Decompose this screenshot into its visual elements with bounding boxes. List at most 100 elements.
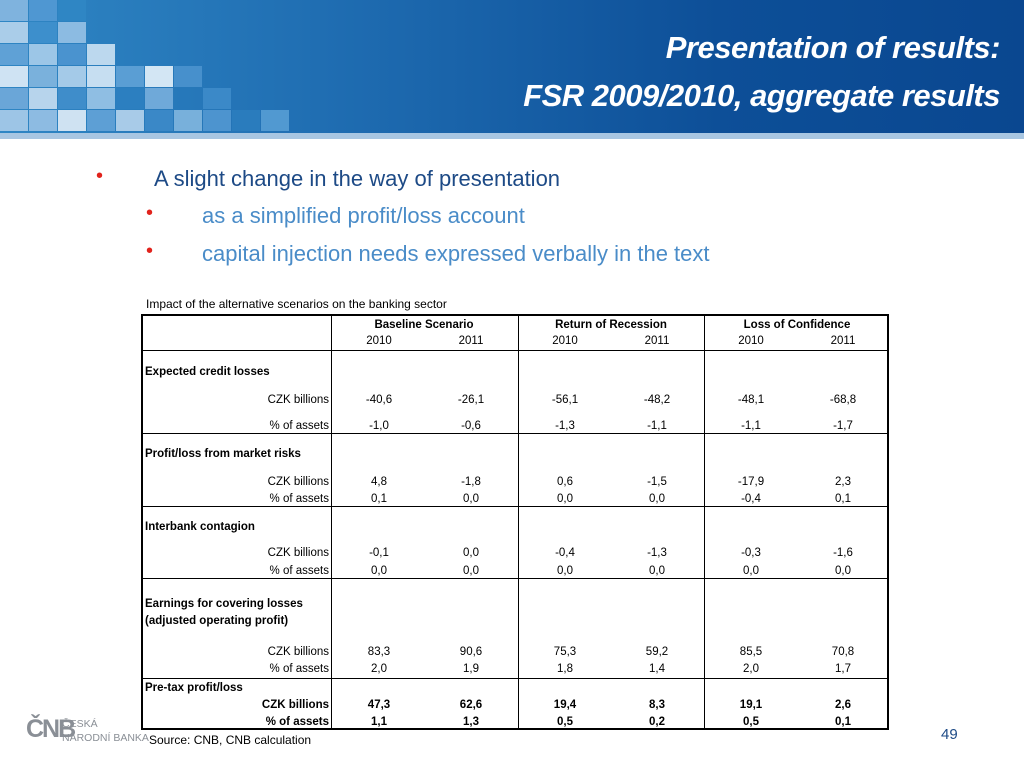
table-cell: 8,3	[649, 699, 665, 711]
bullet-icon: •	[96, 165, 104, 187]
table-cell: 0,0	[463, 493, 479, 505]
year-header: 2010	[552, 335, 578, 347]
bullet-icon: •	[146, 240, 154, 262]
cnb-logo-line2: NÁRODNÍ BANKA	[62, 732, 149, 744]
table-cell: 0,1	[835, 716, 851, 728]
row-label: CZK billions	[261, 699, 329, 711]
table-cell: 2,6	[835, 699, 851, 711]
section-title: Interbank contagion	[145, 521, 255, 533]
table-cell: -1,3	[555, 420, 575, 432]
table-cell: -26,1	[457, 394, 485, 406]
row-label: % of assets	[269, 420, 329, 432]
scenario-header: Return of Recession	[555, 319, 667, 331]
bullet-icon: •	[146, 202, 154, 224]
table-cell: 2,0	[743, 663, 759, 675]
table-cell: -1,1	[741, 420, 761, 432]
table-cell: -1,6	[833, 547, 853, 559]
table-cell: 4,8	[371, 476, 387, 488]
row-label: % of assets	[269, 565, 329, 577]
cnb-logo-line1: ČESKÁ	[62, 718, 98, 730]
table-cell: 0,1	[835, 493, 851, 505]
row-label: % of assets	[269, 663, 329, 675]
table-cell: 0,1	[371, 493, 387, 505]
section-title: Earnings for covering losses	[145, 598, 303, 610]
slide-title: Presentation of results: FSR 2009/2010, …	[523, 24, 1000, 120]
scenario-header: Baseline Scenario	[374, 319, 474, 331]
source-note: Source: CNB, CNB calculation	[149, 733, 312, 747]
table-cell: 47,3	[367, 699, 391, 711]
table-cell: 90,6	[459, 646, 483, 658]
table-cell: 0,0	[835, 565, 851, 577]
table-cell: 1,3	[463, 716, 479, 728]
sub-bullet-text: capital injection needs expressed verbal…	[202, 241, 710, 266]
year-header: 2010	[366, 335, 392, 347]
header-divider	[0, 133, 1024, 139]
row-label: CZK billions	[267, 476, 329, 488]
slide-title-line2: FSR 2009/2010, aggregate results	[523, 78, 1000, 113]
section-title: Profit/loss from market risks	[145, 448, 301, 460]
table-cell: -0,3	[741, 547, 761, 559]
table-cell: 83,3	[367, 646, 391, 658]
scenario-header: Loss of Confidence	[743, 319, 851, 331]
table-cell: 0,5	[557, 716, 573, 728]
table-cell: 1,1	[371, 716, 387, 728]
section-title: Pre-tax profit/loss	[145, 682, 243, 694]
table-cell: 0,6	[557, 476, 573, 488]
table-cell: 19,1	[739, 699, 763, 711]
table-cell: -0,1	[369, 547, 389, 559]
table-col-divider	[331, 316, 332, 728]
table-row-divider	[143, 350, 888, 351]
table-cell: 0,5	[743, 716, 759, 728]
table-cell: -1,7	[833, 420, 853, 432]
results-table	[141, 314, 889, 730]
table-cell: 1,8	[557, 663, 573, 675]
table-cell: 62,6	[459, 699, 483, 711]
table-row-divider	[143, 433, 888, 434]
table-row-divider	[143, 678, 888, 679]
table-cell: 1,9	[463, 663, 479, 675]
sub-bullet-text: as a simplified profit/loss account	[202, 203, 525, 228]
table-cell: 0,0	[649, 493, 665, 505]
header-band: Presentation of results: FSR 2009/2010, …	[0, 0, 1024, 133]
section-title: (adjusted operating profit)	[145, 615, 289, 627]
table-cell: 2,3	[835, 476, 851, 488]
row-label: % of assets	[265, 716, 329, 728]
table-col-divider	[704, 316, 705, 728]
table-cell: -0,4	[555, 547, 575, 559]
table-cell: -1,8	[461, 476, 481, 488]
table-cell: 85,5	[739, 646, 763, 658]
table-row-divider	[143, 506, 888, 507]
row-label: CZK billions	[267, 394, 329, 406]
table-cell: -1,1	[647, 420, 667, 432]
table-cell: 70,8	[831, 646, 855, 658]
table-cell: -0,6	[461, 420, 481, 432]
table-cell: 0,2	[649, 716, 665, 728]
page-number: 49	[941, 726, 958, 743]
year-header: 2011	[830, 335, 856, 347]
table-cell: -48,2	[643, 394, 671, 406]
year-header: 2010	[738, 335, 764, 347]
table-cell: -17,9	[737, 476, 765, 488]
table-cell: -48,1	[737, 394, 765, 406]
table-cell: -56,1	[551, 394, 579, 406]
table-cell: 0,0	[463, 565, 479, 577]
table-cell: -0,4	[741, 493, 761, 505]
table-cell: -1,3	[647, 547, 667, 559]
table-cell: 0,0	[463, 547, 479, 559]
table-cell: 75,3	[553, 646, 577, 658]
section-title: Expected credit losses	[145, 366, 270, 378]
table-cell: 0,0	[557, 493, 573, 505]
table-cell: 19,4	[553, 699, 577, 711]
table-cell: -1,0	[369, 420, 389, 432]
table-cell: -40,6	[365, 394, 393, 406]
table-cell: 59,2	[645, 646, 669, 658]
table-cell: 1,4	[649, 663, 665, 675]
year-header: 2011	[458, 335, 484, 347]
row-label: CZK billions	[267, 646, 329, 658]
table-cell: 0,0	[649, 565, 665, 577]
table-cell: 0,0	[371, 565, 387, 577]
row-label: % of assets	[269, 493, 329, 505]
cnb-logo-mark: ČNB	[26, 715, 76, 743]
table-cell: 2,0	[371, 663, 387, 675]
slide-title-line1: Presentation of results:	[665, 30, 1001, 65]
